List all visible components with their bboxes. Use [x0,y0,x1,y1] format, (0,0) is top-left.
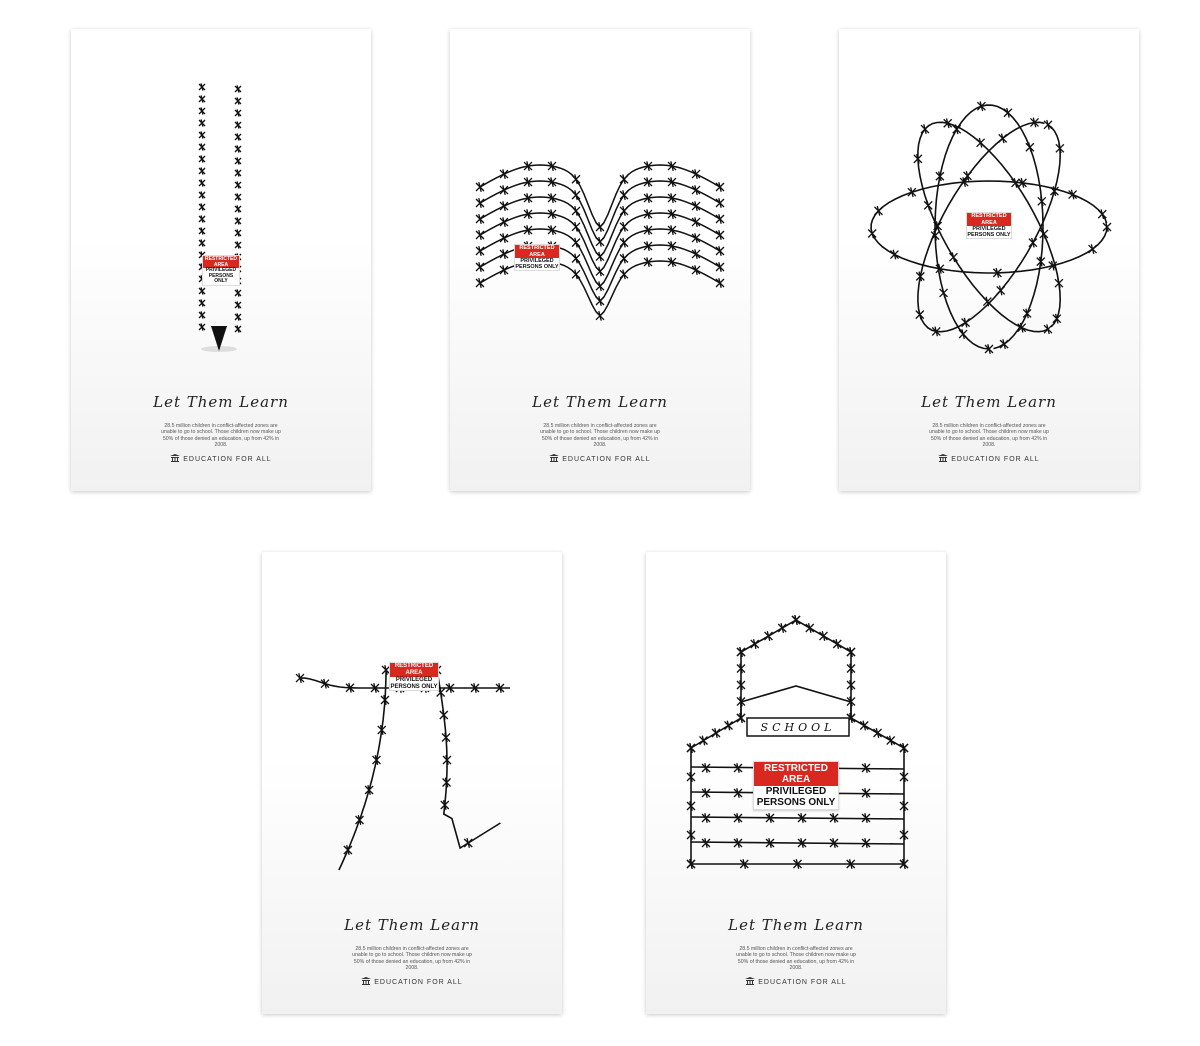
brand-name: EDUCATION FOR ALL [951,456,1040,463]
body-text: 28.5 million children in conflict-affect… [352,946,472,972]
barbed-wire-pi-illustration [295,665,510,871]
building-logo-icon [549,454,560,462]
building-logo-icon [361,977,372,985]
school-sign-label: SCHOOL [760,721,836,734]
restricted-area-sign: RESTRICTED AREA PRIVILEGED PERSONS ONLY [389,662,439,691]
body-text: 28.5 million children in conflict-affect… [736,946,856,972]
barbed-wire-book-illustration [475,161,725,321]
body-text: 28.5 million children in conflict-affect… [540,423,660,449]
tagline: Let Them Learn [921,393,1057,411]
body-text: 28.5 million children in conflict-affect… [929,423,1049,449]
poster-atom: RESTRICTED AREA PRIVILEGED PERSONS ONLY … [839,29,1139,491]
building-logo-icon [938,454,949,462]
brand: EDUCATION FOR ALL [450,454,750,463]
poster-school: SCHOOL RESTRICTED AREA PRIVILEGED PERSON… [646,552,946,1014]
brand-name: EDUCATION FOR ALL [758,979,847,986]
brand-name: EDUCATION FOR ALL [183,456,272,463]
brand: EDUCATION FOR ALL [262,977,562,986]
building-logo-icon [170,454,181,462]
tagline: Let Them Learn [344,916,480,934]
poster-pi: RESTRICTED AREA PRIVILEGED PERSONS ONLY … [262,552,562,1014]
restricted-area-sign: RESTRICTED AREA PRIVILEGED PERSONS ONLY [753,761,839,810]
brand-name: EDUCATION FOR ALL [374,979,463,986]
barbed-wire-atom-illustration [867,101,1112,354]
brand: EDUCATION FOR ALL [839,454,1139,463]
brand: EDUCATION FOR ALL [646,977,946,986]
tagline: Let Them Learn [728,916,864,934]
brand-name: EDUCATION FOR ALL [562,456,651,463]
tagline: Let Them Learn [153,393,289,411]
brand: EDUCATION FOR ALL [71,454,371,463]
tagline: Let Them Learn [532,393,668,411]
poster-pencil: RESTRICTED AREA PRIVILEGED PERSONS ONLY … [71,29,371,491]
restricted-area-sign: RESTRICTED AREA PRIVILEGED PERSONS ONLY [514,244,560,271]
body-text: 28.5 million children in conflict-affect… [161,423,281,449]
barbed-wire-pencil-illustration [198,83,242,352]
building-logo-icon [745,977,756,985]
restricted-area-sign: RESTRICTED AREA PRIVILEGED PERSONS ONLY [966,212,1012,239]
poster-book: RESTRICTED AREA PRIVILEGED PERSONS ONLY … [450,29,750,491]
restricted-area-sign: RESTRICTED AREA PRIVILEGED PERSONS ONLY [202,255,240,286]
